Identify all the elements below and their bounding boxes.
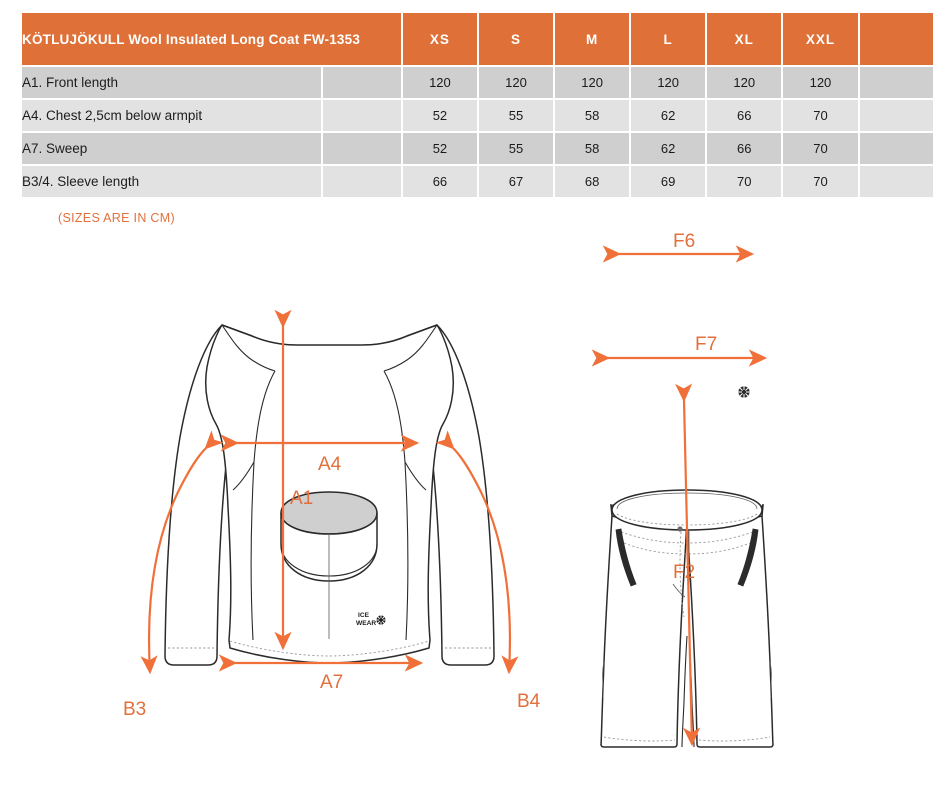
value-a1-xs: 120 [402,67,477,98]
ice-wear-logo: ICE WEAR [356,612,387,627]
jacket-yoke-left [221,324,276,372]
value-a1-l: 120 [631,67,706,98]
table-row: A7. Sweep 52 55 58 62 66 70 [22,133,933,164]
inseam-left [681,635,688,748]
jacket-side-seam-left [250,370,276,641]
arrow-b3 [140,430,224,675]
brand-text-line1: ICE [358,612,370,619]
value-a4-xs: 52 [402,100,477,131]
value-b34-xl: 70 [707,166,782,197]
table-row: A1. Front length 120 120 120 120 120 120 [22,67,933,98]
label-f2: F2 [673,562,695,583]
size-chart-table: KÖTLUJÖKULL Wool Insulated Long Coat FW-… [20,11,935,199]
value-b34-xxl: 70 [783,166,858,197]
value-a1-tail [859,67,933,98]
measure-spacer-a1 [323,67,401,98]
snowflake-icon [375,614,387,626]
table-row: B3/4. Sleeve length 66 67 68 69 70 70 [22,166,933,197]
value-a7-xs: 52 [402,133,477,164]
label-f7: F7 [695,334,717,355]
jacket-shoulder-seam-left [221,324,298,346]
value-a4-xxl: 70 [783,100,858,131]
jacket-gusset-left [232,461,255,491]
size-header-spacer [859,13,933,65]
measure-label-a4: A4. Chest 2,5cm below armpit [22,100,322,131]
measure-spacer-a4 [323,100,401,131]
value-b34-tail [859,166,933,197]
value-a1-s: 120 [478,67,554,98]
value-b34-l: 69 [631,166,706,197]
value-a1-xl: 120 [707,67,782,98]
product-title: KÖTLUJÖKULL Wool Insulated Long Coat FW-… [22,13,401,65]
measure-label-a7: A7. Sweep [22,133,322,164]
label-b3: B3 [123,699,146,720]
brand-text-line2: WEAR [356,620,376,627]
value-a7-xl: 66 [707,133,782,164]
value-a4-tail [859,100,933,131]
jacket-illustration: ICE WEAR B3 B4 A1 A4 [123,309,541,720]
jacket-shoulder-seam-right [361,324,438,346]
pants-leg-left [600,513,688,748]
value-a4-xl: 66 [707,100,782,131]
value-b34-s: 67 [478,166,554,197]
pants-illustration: F6 F7 F2 [591,232,774,748]
value-a1-xxl: 120 [783,67,858,98]
value-a7-s: 55 [478,133,554,164]
pants-button-icon [677,526,683,532]
value-a4-m: 58 [555,100,630,131]
measure-spacer-b34 [323,166,401,197]
size-header-l: L [631,13,706,65]
label-b4: B4 [517,691,541,712]
pants-pocket-right [737,528,759,587]
pants-snowflake-icon [737,385,751,399]
pants-pocket-left [615,528,637,587]
pants-side-detail-left [602,661,605,699]
arrow-b4 [435,430,519,675]
value-a4-l: 62 [631,100,706,131]
value-a7-l: 62 [631,133,706,164]
label-a4: A4 [318,454,342,475]
value-a7-xxl: 70 [783,133,858,164]
value-a4-s: 55 [478,100,554,131]
value-b34-xs: 66 [402,166,477,197]
pants-hem-stitch-left [603,736,676,742]
arrow-f2 [675,383,701,747]
jacket-yoke-right [383,324,438,372]
jacket-side-seam-right [383,370,409,641]
pants-hem-stitch-right [698,736,771,742]
size-header-s: S [478,13,554,65]
measure-spacer-a7 [323,133,401,164]
size-header-xl: XL [707,13,782,65]
units-note: (SIZES ARE IN CM) [58,211,175,225]
jacket-gusset-right [404,461,427,491]
table-row: A4. Chest 2,5cm below armpit 52 55 58 62… [22,100,933,131]
pants-side-detail-right [769,661,772,699]
pants-yoke-stitch-2 [623,542,751,555]
value-a7-m: 58 [555,133,630,164]
value-b34-m: 68 [555,166,630,197]
value-a1-m: 120 [555,67,630,98]
label-a1: A1 [290,488,313,509]
measure-label-b34: B3/4. Sleeve length [22,166,322,197]
measurement-diagram: ICE WEAR B3 B4 A1 A4 [123,232,774,748]
measure-label-a1: A1. Front length [22,67,322,98]
size-header-xxl: XXL [783,13,858,65]
value-a7-tail [859,133,933,164]
label-f6: F6 [673,232,695,252]
size-header-xs: XS [402,13,477,65]
label-a7: A7 [320,672,343,693]
size-header-m: M [555,13,630,65]
table-header-row: KÖTLUJÖKULL Wool Insulated Long Coat FW-… [22,13,933,65]
